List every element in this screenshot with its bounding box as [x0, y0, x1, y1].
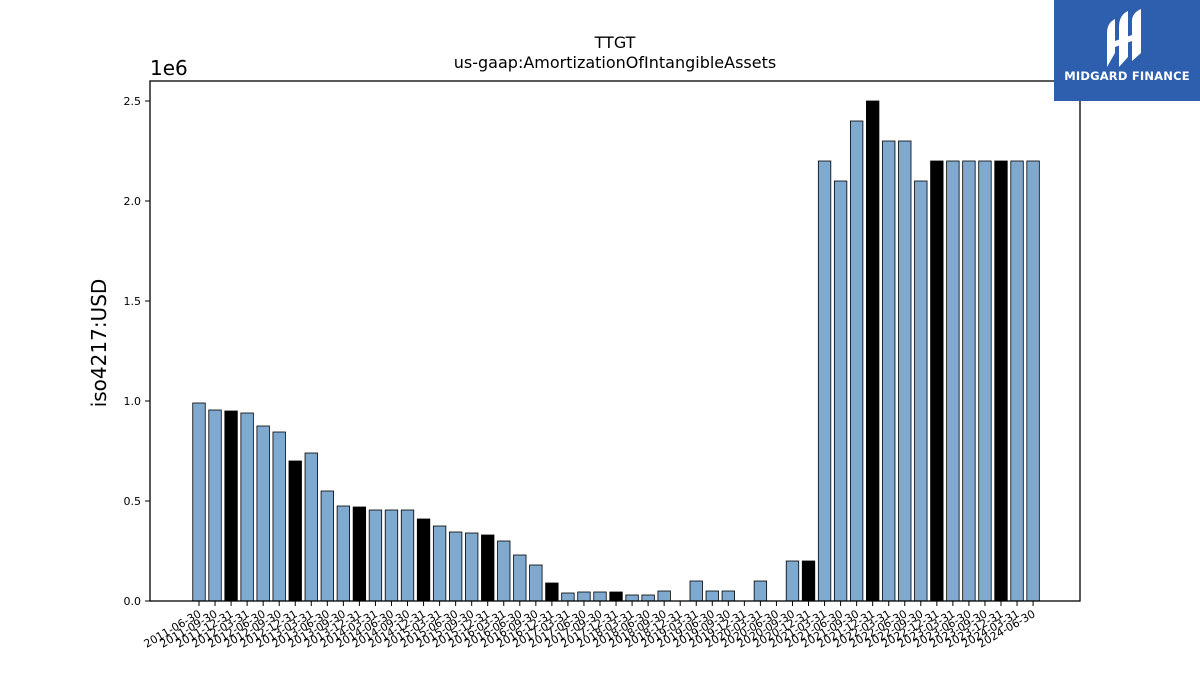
bar-2022-09-30 [914, 180, 928, 602]
plot-frame [149, 80, 1081, 602]
bar-2014-06-30 [384, 509, 399, 602]
y-axis-label: iso4217:USD [87, 279, 111, 408]
bar-2011-06-30 [192, 402, 206, 602]
bar-2015-06-30 [448, 531, 463, 602]
bar-2016-09-30 [529, 564, 543, 602]
bar-2011-09-30 [208, 409, 222, 602]
bar-2011-12-31 [224, 410, 238, 602]
bar-2021-03-31 [817, 160, 832, 602]
chart-subtitle: us-gaap:AmortizationOfIntangibleAssets [454, 53, 776, 72]
chart-title: TTGT [594, 33, 636, 52]
bar-2013-03-31 [304, 452, 318, 602]
bar-2017-09-30 [593, 591, 607, 602]
midgard-logo-icon [1107, 9, 1141, 67]
bar-2014-03-31 [368, 509, 383, 602]
midgard-logo: MIDGARD FINANCE [1054, 0, 1200, 101]
bar-2020-09-30 [785, 560, 800, 602]
bar-2023-06-30 [962, 160, 976, 602]
bar-2013-12-31 [352, 506, 367, 602]
bar-2016-12-31 [545, 582, 559, 602]
bar-2023-09-30 [978, 160, 992, 602]
bar-2017-06-30 [577, 591, 591, 602]
bar-2015-12-31 [481, 534, 495, 602]
bar-2020-12-31 [801, 560, 816, 602]
y-tick-label: 0.5 [124, 495, 142, 508]
bar-2024-03-31 [1010, 160, 1024, 602]
bar-2019-09-30 [721, 590, 735, 602]
bar-2023-03-31 [946, 160, 960, 602]
bar-2024-06-30 [1026, 160, 1040, 602]
bar-2012-03-31 [240, 412, 254, 602]
x-ticks-group: 2011-06-302011-09-302011-12-312012-03-31… [142, 601, 1038, 651]
y-tick-label: 0.0 [124, 595, 142, 608]
bar-2012-09-30 [272, 431, 286, 602]
bar-2021-06-30 [833, 180, 848, 602]
bar-2021-12-31 [866, 100, 880, 602]
bar-2012-12-31 [288, 460, 302, 602]
bar-2013-09-30 [336, 505, 351, 602]
bar-2022-12-31 [930, 160, 944, 602]
y-tick-label: 1.0 [124, 395, 142, 408]
bar-2019-06-30 [705, 590, 719, 602]
bar-2019-03-31 [689, 580, 703, 602]
bar-2015-09-30 [465, 532, 479, 602]
bar-2017-12-31 [609, 591, 623, 602]
y-tick-label: 2.0 [124, 195, 142, 208]
bar-2023-12-31 [994, 160, 1008, 602]
bar-2017-03-31 [561, 592, 575, 602]
bar-2016-06-30 [513, 554, 527, 602]
bar-2018-03-31 [625, 594, 639, 602]
bar-2016-03-31 [497, 540, 511, 602]
y-tick-label: 1.5 [124, 295, 142, 308]
bar-2013-06-30 [320, 490, 334, 602]
bar-2015-03-31 [432, 525, 447, 602]
y-ticks-group: 0.0 0.5 1.0 1.5 2.0 2.5 [124, 95, 150, 608]
y-scale-label: 1e6 [150, 56, 188, 80]
bar-2012-06-30 [256, 425, 270, 602]
bar-2014-09-30 [400, 509, 415, 602]
bar-2014-12-31 [416, 518, 431, 602]
bar-2020-03-31 [753, 580, 768, 602]
bar-2018-09-30 [657, 590, 671, 602]
bar-2021-09-30 [849, 120, 864, 602]
bar-2022-06-30 [898, 140, 912, 602]
y-tick-label: 2.5 [124, 95, 142, 108]
bar-2018-06-30 [641, 594, 655, 602]
logo-text: MIDGARD FINANCE [1064, 69, 1190, 83]
bars-group [192, 100, 1040, 602]
bar-2022-03-31 [882, 140, 896, 602]
